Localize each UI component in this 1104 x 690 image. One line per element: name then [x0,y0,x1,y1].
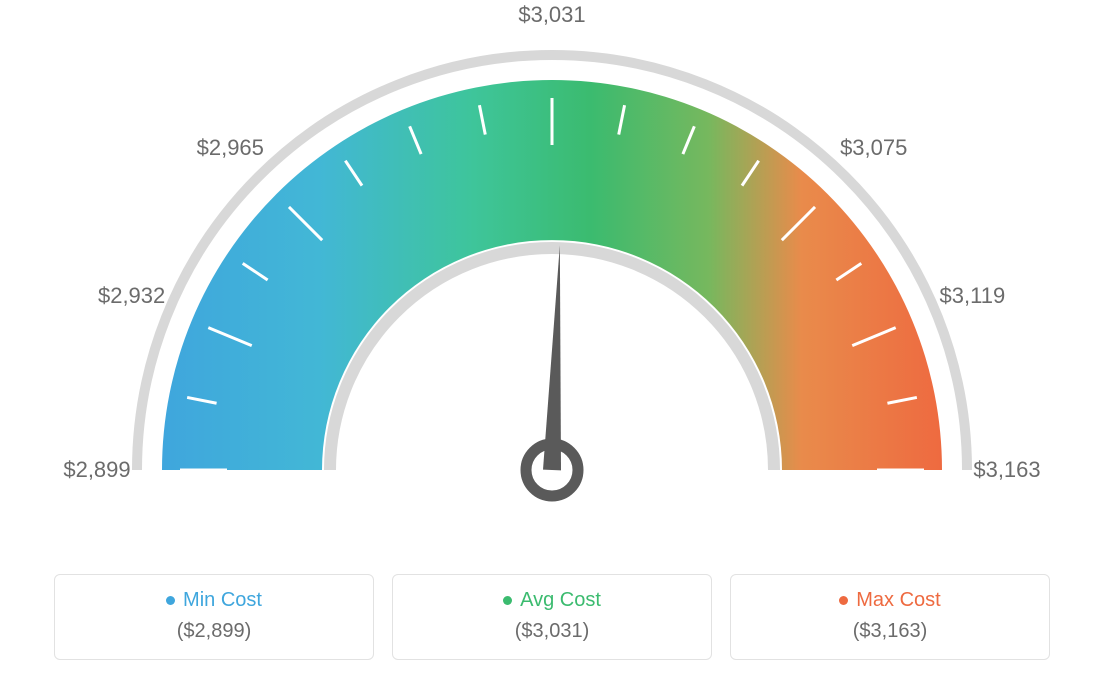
legend-label: Max Cost [856,589,940,612]
legend-value: ($3,163) [731,620,1049,643]
legend-title-min: Min Cost [166,589,262,612]
gauge-tick-label: $2,965 [197,135,264,161]
gauge-tick-label: $2,899 [63,457,130,483]
legend-dot-min [166,596,175,605]
legend-card-max: Max Cost ($3,163) [730,574,1050,660]
gauge-tick-label: $3,031 [518,2,585,28]
gauge-tick-label: $3,075 [840,135,907,161]
gauge-chart: $2,899 $2,932 $2,965 $3,031 $3,075 $3,119 $3,1… [0,0,1104,540]
legend-label: Avg Cost [520,589,601,612]
gauge-tick-label: $2,932 [98,283,165,309]
legend-label: Min Cost [183,589,262,612]
legend-title-avg: Avg Cost [503,589,601,612]
legend-value: ($3,031) [393,620,711,643]
legend-value: ($2,899) [55,620,373,643]
legend-card-min: Min Cost ($2,899) [54,574,374,660]
legend-title-max: Max Cost [839,589,940,612]
gauge-svg [0,0,1104,540]
gauge-tick-label: $3,119 [940,283,1006,309]
legend-row: Min Cost ($2,899) Avg Cost ($3,031) Max … [54,574,1050,660]
gauge-needle [543,245,561,470]
legend-dot-max [839,596,848,605]
legend-card-avg: Avg Cost ($3,031) [392,574,712,660]
gauge-tick-label: $3,163 [973,457,1040,483]
legend-dot-avg [503,596,512,605]
